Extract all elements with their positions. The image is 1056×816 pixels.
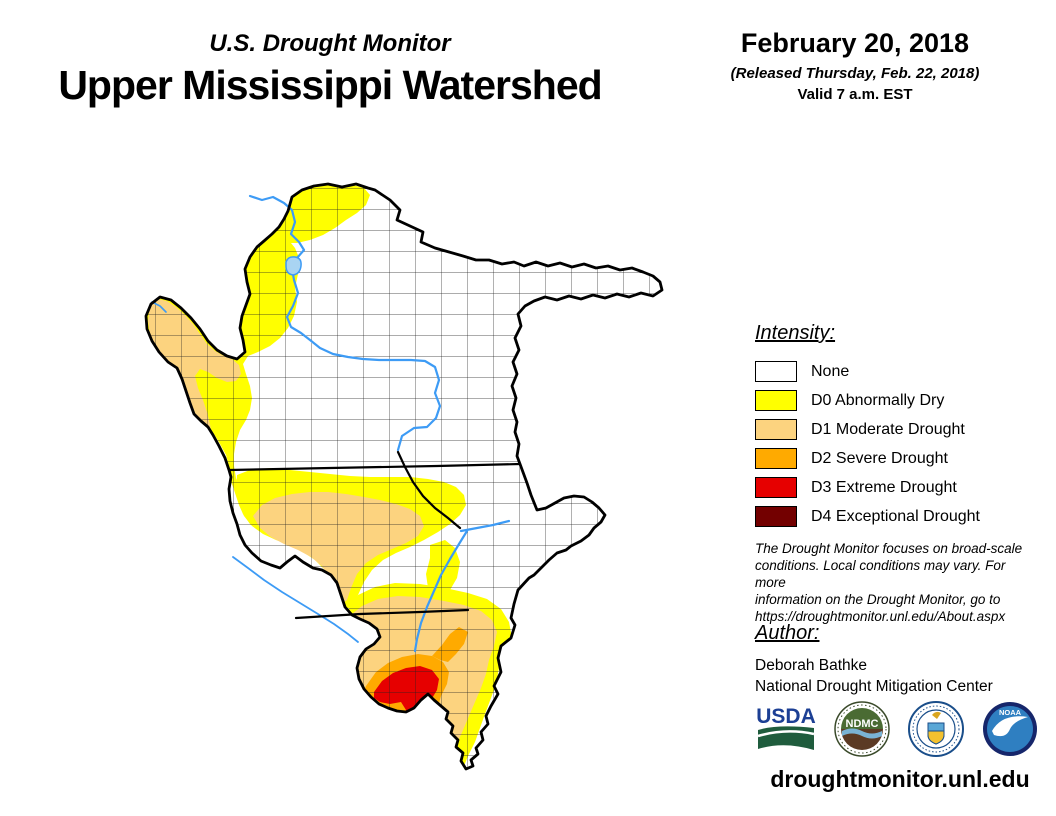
author-name: Deborah Bathke [755, 657, 868, 674]
swatch-d4 [755, 506, 797, 527]
des-moines-river [232, 556, 359, 643]
mississippi-lower [413, 529, 469, 653]
legend-item-d1: D1 Moderate Drought [755, 415, 1045, 444]
svg-text:NDMC: NDMC [846, 718, 879, 730]
minnesota-river [151, 301, 167, 313]
legend-item-none: None [755, 357, 1045, 386]
usda-logo-icon: USDA [756, 705, 816, 750]
noaa-logo-icon: NOAA [983, 702, 1037, 756]
commerce-seal-icon [908, 701, 964, 757]
swatch-d0 [755, 390, 797, 411]
mississippi-river [248, 194, 442, 452]
agency-logos: USDA NDMC NOAA [756, 700, 1046, 758]
county-lines [146, 184, 662, 769]
page-title: Upper Mississippi Watershed [58, 62, 602, 108]
site-url: droughtmonitor.unl.edu [770, 766, 1030, 792]
ndmc-logo-icon: NDMC [834, 701, 890, 757]
swatch-d1 [755, 419, 797, 440]
watershed-boundary [144, 182, 664, 771]
map-date: February 20, 2018 [740, 28, 970, 58]
river-lines [151, 194, 511, 653]
report-kicker: U.S. Drought Monitor [209, 30, 451, 57]
swatch-d2 [755, 448, 797, 469]
author-heading: Author: [755, 622, 820, 644]
svg-text:NOAA: NOAA [999, 708, 1022, 717]
legend-item-d0: D0 Abnormally Dry [755, 386, 1045, 415]
svg-text:USDA: USDA [756, 705, 816, 728]
author-org: National Drought Mitigation Center [755, 678, 993, 695]
valid-time: Valid 7 a.m. EST [797, 86, 913, 103]
disclaimer-text: The Drought Monitor focuses on broad-sca… [755, 541, 1023, 624]
intensity-legend: Intensity: None D0 Abnormally Dry D1 Mod… [755, 322, 1045, 531]
legend-item-d2: D2 Severe Drought [755, 444, 1045, 473]
legend-heading: Intensity: [755, 322, 836, 344]
swatch-d3 [755, 477, 797, 498]
legend-item-d4: D4 Exceptional Drought [755, 502, 1045, 531]
mille-lacs-lake [285, 256, 302, 276]
release-date: (Released Thursday, Feb. 22, 2018) [730, 65, 980, 82]
author-block: Author: Deborah Bathke National Drought … [755, 622, 1035, 697]
state-border-lines [228, 450, 522, 620]
illinois-river [459, 519, 511, 533]
legend-item-d3: D3 Extreme Drought [755, 473, 1045, 502]
swatch-none [755, 361, 797, 382]
date-block: February 20, 2018 (Released Thursday, Fe… [715, 28, 995, 103]
